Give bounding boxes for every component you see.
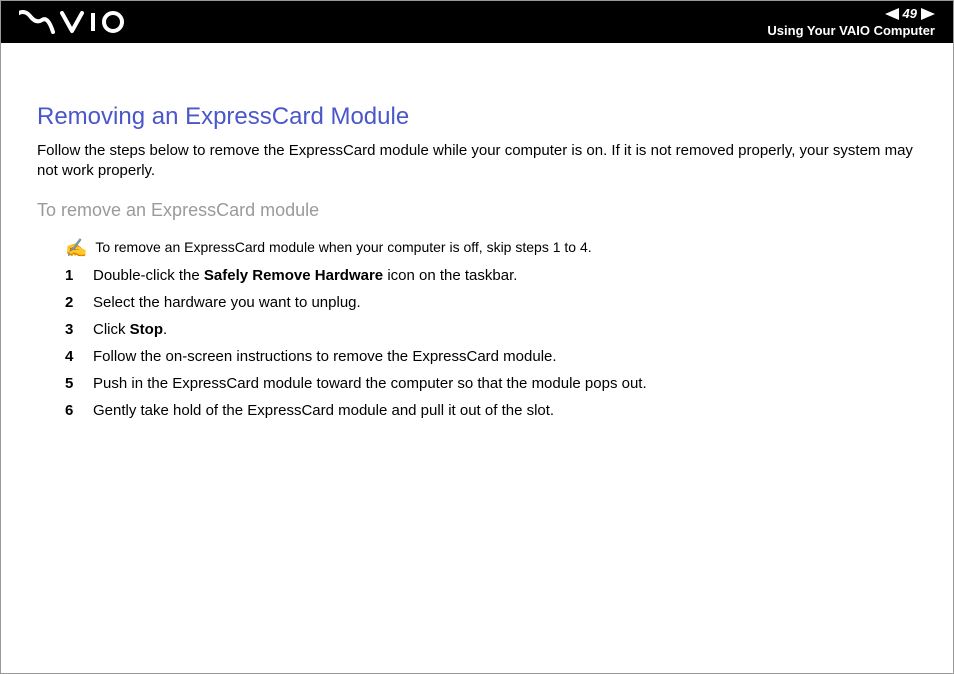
step-item: 5 Push in the ExpressCard module toward … xyxy=(65,375,917,392)
step-number: 3 xyxy=(65,321,93,338)
step-item: 1 Double-click the Safely Remove Hardwar… xyxy=(65,267,917,284)
header-bar: 49 Using Your VAIO Computer xyxy=(1,1,953,43)
step-text: Push in the ExpressCard module toward th… xyxy=(93,375,647,392)
sub-heading: To remove an ExpressCard module xyxy=(37,200,917,221)
step-number: 2 xyxy=(65,294,93,311)
step-text: Double-click the Safely Remove Hardware … xyxy=(93,267,517,284)
step-text: Click Stop. xyxy=(93,321,167,338)
note-row: ✍ To remove an ExpressCard module when y… xyxy=(65,239,917,257)
step-text: Gently take hold of the ExpressCard modu… xyxy=(93,402,554,419)
vaio-logo-svg xyxy=(19,10,129,34)
section-label: Using Your VAIO Computer xyxy=(767,23,935,38)
step-item: 3 Click Stop. xyxy=(65,321,917,338)
next-page-icon[interactable] xyxy=(921,8,935,20)
page-content: Removing an ExpressCard Module Follow th… xyxy=(1,43,953,419)
document-page: 49 Using Your VAIO Computer Removing an … xyxy=(0,0,954,674)
step-text: Select the hardware you want to unplug. xyxy=(93,294,361,311)
header-right: 49 Using Your VAIO Computer xyxy=(767,1,935,43)
step-item: 4 Follow the on-screen instructions to r… xyxy=(65,348,917,365)
step-number: 6 xyxy=(65,402,93,419)
prev-page-icon[interactable] xyxy=(885,8,899,20)
step-number: 5 xyxy=(65,375,93,392)
page-number: 49 xyxy=(903,6,917,21)
page-title: Removing an ExpressCard Module xyxy=(37,103,917,131)
note-text: To remove an ExpressCard module when you… xyxy=(95,239,591,255)
step-number: 1 xyxy=(65,267,93,284)
steps-list: 1 Double-click the Safely Remove Hardwar… xyxy=(65,267,917,419)
step-item: 6 Gently take hold of the ExpressCard mo… xyxy=(65,402,917,419)
intro-paragraph: Follow the steps below to remove the Exp… xyxy=(37,141,917,182)
vaio-logo xyxy=(19,10,129,34)
step-text: Follow the on-screen instructions to rem… xyxy=(93,348,557,365)
step-number: 4 xyxy=(65,348,93,365)
note-icon: ✍ xyxy=(65,239,87,257)
page-navigator: 49 xyxy=(885,6,935,21)
step-item: 2 Select the hardware you want to unplug… xyxy=(65,294,917,311)
